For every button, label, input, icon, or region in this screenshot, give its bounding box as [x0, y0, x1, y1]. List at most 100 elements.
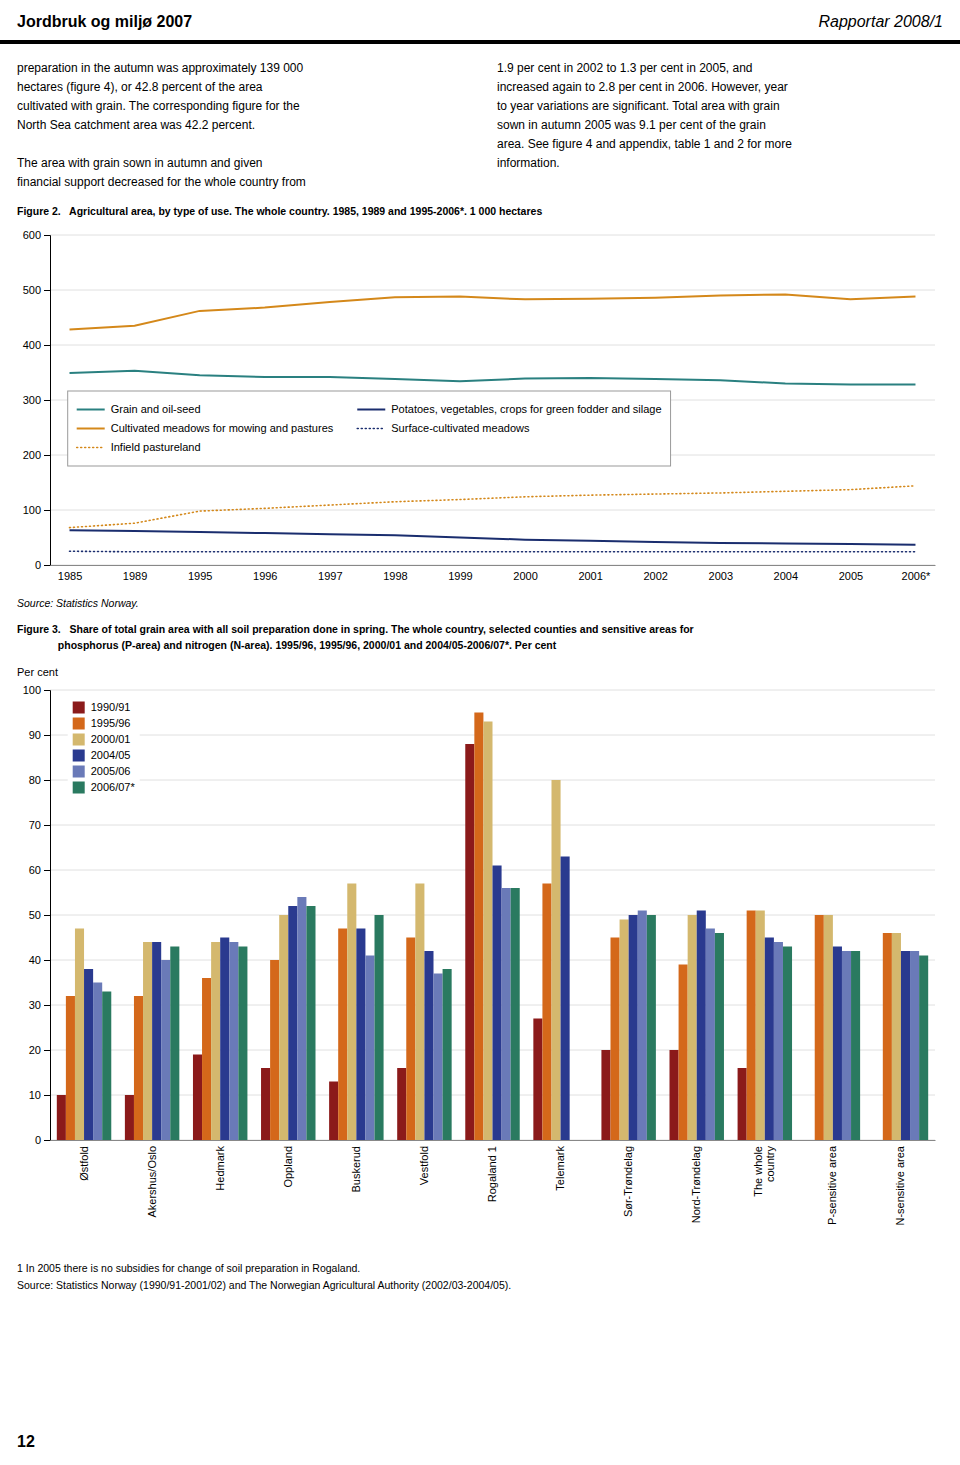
y-tick-label: 100 — [23, 684, 41, 696]
legend-item: Grain and oil-seed — [77, 403, 201, 415]
marks — [57, 713, 928, 1141]
x-tick: Oppland — [282, 1146, 294, 1188]
legend-label: 2000/01 — [91, 733, 131, 745]
bar — [279, 915, 288, 1140]
legend-item: 2006/07* — [73, 781, 136, 793]
bar — [679, 965, 688, 1141]
y-tick-label: 400 — [23, 339, 41, 351]
bar — [833, 947, 842, 1141]
x-tick: 2003 — [709, 570, 733, 582]
y-tick: 300 — [23, 394, 50, 406]
y-tick: 50 — [29, 909, 50, 921]
bar — [329, 1082, 338, 1141]
bar — [375, 915, 384, 1140]
x-tick-label: The wholecountry — [752, 1146, 776, 1197]
y-axis: 0100200300400500600 — [23, 229, 51, 571]
x-tick: Nord-Trøndelag — [690, 1146, 702, 1223]
bar — [910, 951, 919, 1140]
y-tick-mark — [44, 235, 50, 236]
legend-label: 1995/96 — [91, 717, 131, 729]
y-tick: 200 — [23, 449, 50, 461]
legend: Grain and oil-seed Potatoes, vegetables, … — [68, 391, 671, 466]
x-tick-label: Østfold — [78, 1146, 90, 1181]
bar — [229, 942, 238, 1140]
bar — [697, 911, 706, 1141]
y-tick-label: 50 — [29, 909, 41, 921]
legend-box — [68, 391, 671, 466]
x-tick: 1997 — [318, 570, 342, 582]
x-tick-label: 2000 — [513, 570, 537, 582]
legend-swatch — [73, 734, 85, 746]
bar — [647, 915, 656, 1140]
x-tick-label: Rogaland 1 — [486, 1146, 498, 1202]
y-tick-label: 0 — [35, 559, 41, 571]
x-tick: Rogaland 1 — [486, 1146, 498, 1202]
y-tick-mark — [44, 825, 50, 826]
y-tick-mark — [44, 870, 50, 871]
x-tick: Telemark — [554, 1146, 566, 1191]
legend-item: 2005/06 — [73, 765, 131, 777]
bar-series — [84, 857, 910, 1141]
bar — [211, 942, 220, 1140]
legend-swatch — [73, 750, 85, 762]
series-line — [70, 530, 916, 544]
y-tick: 500 — [23, 284, 50, 296]
y-tick-mark — [44, 915, 50, 916]
legend-swatch — [357, 428, 385, 430]
bar — [75, 929, 84, 1141]
x-tick-label: 2003 — [709, 570, 733, 582]
x-tick-label: P-sensitive area — [826, 1145, 838, 1225]
y-tick-mark — [44, 690, 50, 691]
y-tick: 30 — [29, 999, 50, 1011]
body-text: 1.9 per cent in 2002 to 1.3 per cent in … — [497, 61, 792, 170]
bar — [570, 1140, 579, 1141]
bar — [774, 942, 783, 1140]
bar — [533, 1019, 542, 1141]
bar — [288, 906, 297, 1140]
bar — [511, 888, 520, 1140]
bar — [347, 884, 356, 1141]
bar — [238, 947, 247, 1141]
x-tick: 1989 — [123, 570, 147, 582]
bar-series — [102, 888, 928, 1140]
y-tick-label: 10 — [29, 1089, 41, 1101]
series-line — [70, 294, 916, 329]
series-line — [70, 550, 916, 552]
legend-swatch — [73, 766, 85, 778]
y-tick-label: 30 — [29, 999, 41, 1011]
series-line — [70, 371, 916, 385]
bar — [765, 938, 774, 1141]
bar — [542, 884, 551, 1141]
x-axis-line — [51, 565, 936, 566]
bar — [161, 960, 170, 1140]
chart-title: Figure 2. Agricultural area, by type of … — [17, 205, 542, 217]
y-tick: 0 — [35, 559, 50, 571]
bar — [57, 1095, 66, 1140]
x-tick-label: Nord-Trøndelag — [690, 1146, 702, 1223]
x-tick-label: 1985 — [58, 570, 82, 582]
x-tick: Akershus/Oslo — [146, 1146, 158, 1218]
legend-swatch — [77, 428, 105, 430]
x-tick-label: 2006* — [902, 570, 931, 582]
bar — [415, 884, 424, 1141]
bar — [601, 1050, 610, 1140]
bar — [434, 974, 443, 1141]
grid-line — [50, 510, 935, 511]
bar — [561, 857, 570, 1141]
x-tick: 1985 — [58, 570, 82, 582]
bar — [747, 911, 756, 1141]
bar-series — [75, 722, 901, 1141]
legend-item: Potatoes, vegetables, crops for green fo… — [357, 403, 661, 415]
legend-label: 2006/07* — [91, 781, 136, 793]
bar — [102, 992, 111, 1141]
y-tick-mark — [44, 960, 50, 961]
x-tick-label: 2004 — [774, 570, 798, 582]
bar — [297, 897, 306, 1140]
x-tick: 1995 — [188, 570, 212, 582]
x-tick-label: 1995 — [188, 570, 212, 582]
legend-swatch — [77, 447, 105, 449]
x-tick-label: 1998 — [383, 570, 407, 582]
legend-swatch — [77, 409, 105, 411]
bar — [552, 780, 561, 1140]
y-tick: 40 — [29, 954, 50, 966]
